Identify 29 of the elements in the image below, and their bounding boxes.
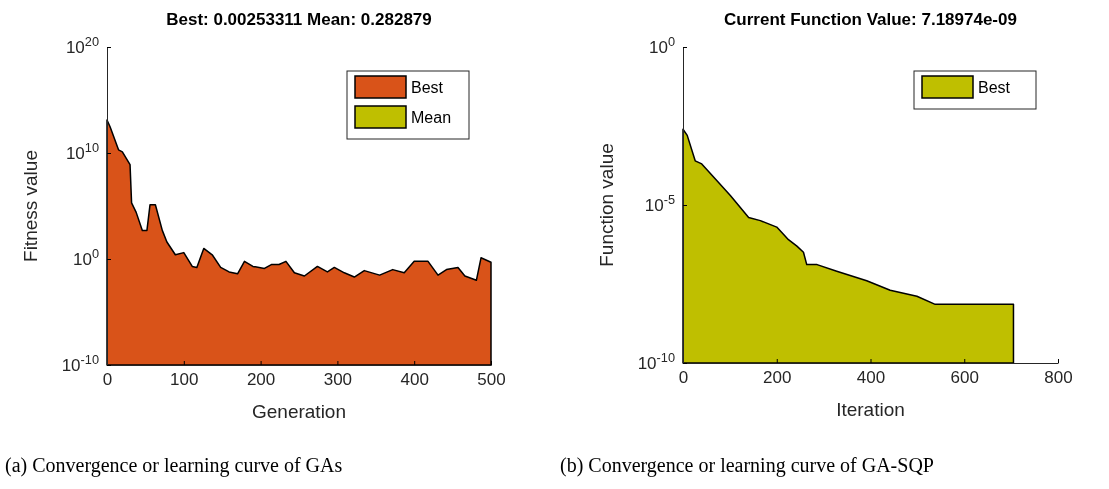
y-tick-label: 10$^{-5}$ <box>644 191 675 216</box>
x-tick-label: 0 <box>678 368 689 388</box>
x-tick-label: 200 <box>763 368 792 388</box>
y-tick-label: 10$^{0}$ <box>72 245 99 270</box>
x-tick-label: 800 <box>1044 368 1073 388</box>
x-tick-label: 300 <box>323 370 353 390</box>
legend-label: Best <box>978 78 1011 96</box>
chart-title: Current Function Value: 7.18974e-09 <box>724 10 1017 29</box>
y-tick-label: 10$^{0}$ <box>648 33 675 58</box>
chart-title: Best: 0.00253311 Mean: 0.282879 <box>166 10 432 29</box>
x-axis-title: Iteration <box>836 399 905 420</box>
x-tick-label: 400 <box>856 368 886 388</box>
x-axis-title: Generation <box>251 401 347 422</box>
y-tick-label: 10$^{10}$ <box>65 139 99 164</box>
x-tick-label: 100 <box>170 370 199 390</box>
x-tick-label: 600 <box>950 368 979 388</box>
y-axis-title: Function value <box>596 143 617 267</box>
legend-label: Mean <box>411 108 452 126</box>
text: (a) Convergence or learning curve of GAs <box>5 454 343 477</box>
legend-label: Best <box>411 78 444 96</box>
y-tick-label: 10$^{-10}$ <box>61 351 99 376</box>
x-tick-label: 400 <box>400 370 429 390</box>
x-tick-label: 500 <box>477 370 506 390</box>
y-tick-label: 10$^{20}$ <box>65 33 99 58</box>
y-axis-title: Fitness value <box>20 150 41 262</box>
text: (b) Convergence or learning curve of GA-SQP <box>560 454 934 477</box>
x-tick-label: 0 <box>102 370 113 390</box>
x-tick-label: 200 <box>246 370 276 390</box>
y-tick-label: 10$^{-10}$ <box>637 349 675 374</box>
